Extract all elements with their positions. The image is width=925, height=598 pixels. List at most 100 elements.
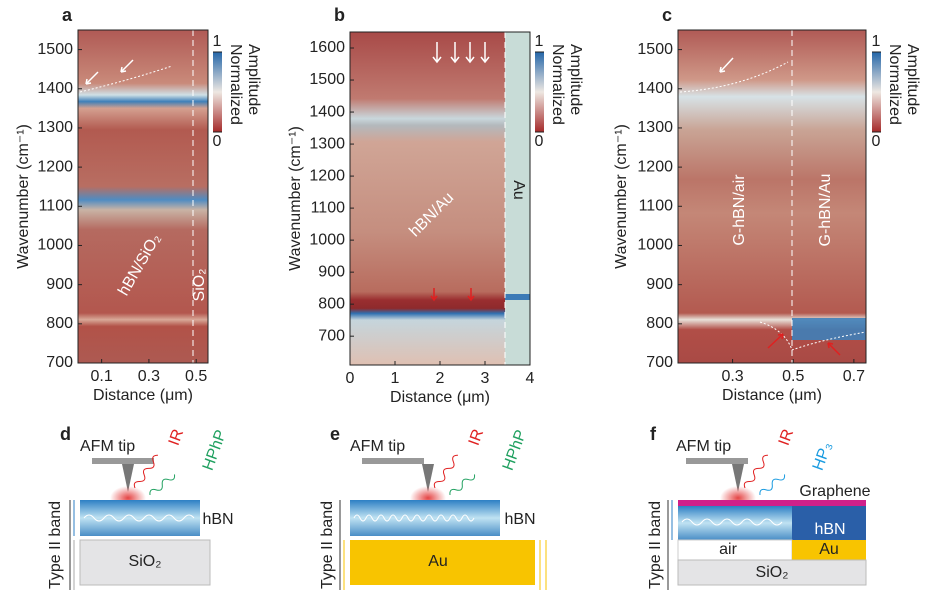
x-tick-label: 0.1 xyxy=(91,368,113,385)
x-tick-label: 0.3 xyxy=(138,368,160,385)
annotation: G-hBN/Au xyxy=(817,174,834,247)
x-axis-label: Distance (μm) xyxy=(93,387,193,404)
arrows xyxy=(85,42,734,85)
heatmap-region xyxy=(792,318,866,340)
panel-letter: e xyxy=(330,424,340,444)
colorbar-title: Amplitude xyxy=(904,44,921,115)
y-tick-label: 700 xyxy=(46,354,73,371)
colorbar-tick-label: 1 xyxy=(213,33,222,50)
y-axis-label: Wavenumber (cm⁻¹) xyxy=(613,124,630,269)
y-tick-label: 1000 xyxy=(309,231,345,248)
x-axis-label: Distance (μm) xyxy=(390,389,490,406)
band-label: Type II band xyxy=(47,501,64,589)
tip-label: AFM tip xyxy=(350,438,405,455)
layer-label: hBN xyxy=(814,521,845,538)
x-tick-label: 0.3 xyxy=(721,368,743,385)
diagram-f xyxy=(667,454,867,590)
colorbar-title: Normalized xyxy=(227,44,244,125)
heatmap xyxy=(78,30,208,363)
y-tick-label: 1100 xyxy=(311,199,346,216)
annotation: G-hBN/air xyxy=(731,174,748,246)
heatmap-region xyxy=(505,294,530,300)
x-tick-label: 3 xyxy=(481,370,490,387)
y-tick-label: 1200 xyxy=(37,158,73,175)
y-tick-label: 700 xyxy=(318,327,345,344)
y-tick-label: 900 xyxy=(318,263,345,280)
x-tick-label: 0.7 xyxy=(843,368,865,385)
y-tick-label: 1300 xyxy=(637,119,673,136)
panel-letter: b xyxy=(334,5,345,25)
y-tick-label: 1000 xyxy=(37,237,73,254)
y-tick-label: 1300 xyxy=(309,135,345,152)
y-tick-label: 700 xyxy=(646,354,673,371)
x-tick-label: 0 xyxy=(346,370,355,387)
x-tick-label: 0.5 xyxy=(782,368,804,385)
annotation: Au xyxy=(510,180,527,200)
colorbar xyxy=(535,52,544,132)
layer-label: SiO₂ xyxy=(129,553,162,570)
layer-label: air xyxy=(719,541,737,558)
y-tick-label: 800 xyxy=(46,315,73,332)
y-tick-label: 1000 xyxy=(637,237,673,254)
layer-label: Au xyxy=(819,541,839,558)
incident-label: IR xyxy=(166,427,187,448)
colorbar-tick-label: 0 xyxy=(535,133,544,150)
dispersion-curve xyxy=(759,321,867,351)
tip-label: AFM tip xyxy=(80,438,135,455)
colorbar-title: Amplitude xyxy=(567,44,584,115)
y-axis-label: Wavenumber (cm⁻¹) xyxy=(15,124,32,269)
y-tick-label: 1300 xyxy=(37,119,73,136)
y-tick-label: 1500 xyxy=(309,71,345,88)
y-tick-label: 1100 xyxy=(39,198,74,215)
x-tick-label: 4 xyxy=(526,370,535,387)
incident-label: IR xyxy=(776,427,797,448)
y-tick-label: 800 xyxy=(646,315,673,332)
y-tick-label: 800 xyxy=(318,295,345,312)
y-tick-label: 1400 xyxy=(309,103,345,120)
tip-label: AFM tip xyxy=(676,438,731,455)
panel-letter: d xyxy=(60,424,71,444)
colorbar-title: Normalized xyxy=(886,44,903,125)
annotation: SiO₂ xyxy=(191,269,208,302)
x-tick-label: 1 xyxy=(391,370,400,387)
colorbar-title: Normalized xyxy=(549,44,566,125)
heatmap xyxy=(678,30,866,363)
layer-label: hBN xyxy=(504,511,535,528)
colorbar xyxy=(213,52,222,132)
layer-label: SiO₂ xyxy=(756,564,789,581)
layer-label: hBN xyxy=(202,511,233,528)
y-tick-label: 1500 xyxy=(637,41,673,58)
dispersion-curve xyxy=(679,61,789,93)
band-label: Type II band xyxy=(647,501,664,589)
heatmap-region xyxy=(505,32,530,365)
y-tick-label: 900 xyxy=(646,276,673,293)
y-tick-label: 1100 xyxy=(639,198,674,215)
y-tick-label: 1400 xyxy=(637,80,673,97)
heatmap xyxy=(350,32,530,365)
dispersion-curve xyxy=(79,65,173,93)
arrows xyxy=(430,288,841,356)
band-label: Type II band xyxy=(319,501,336,589)
emitted-label: HPhP xyxy=(500,428,530,473)
diagram-d xyxy=(69,454,211,590)
colorbar-tick-label: 0 xyxy=(213,133,222,150)
y-tick-label: 1200 xyxy=(309,167,345,184)
colorbar-tick-label: 0 xyxy=(872,133,881,150)
layer-label: Graphene xyxy=(799,483,870,500)
y-axis-label: Wavenumber (cm⁻¹) xyxy=(287,126,304,271)
x-tick-label: 2 xyxy=(436,370,445,387)
plot-frame xyxy=(77,29,209,364)
colorbar-title: Amplitude xyxy=(245,44,262,115)
x-tick-label: 0.5 xyxy=(185,368,207,385)
panel-letter: a xyxy=(62,5,73,25)
emitted-label: HP₃ xyxy=(810,440,836,473)
diagram-e xyxy=(339,454,547,590)
panel-letter: f xyxy=(650,424,657,444)
y-tick-label: 1500 xyxy=(37,41,73,58)
plot-frame xyxy=(677,29,867,364)
y-tick-label: 900 xyxy=(46,276,73,293)
colorbar xyxy=(872,52,881,132)
colorbar-tick-label: 1 xyxy=(535,33,544,50)
panel-letter: c xyxy=(662,5,672,25)
